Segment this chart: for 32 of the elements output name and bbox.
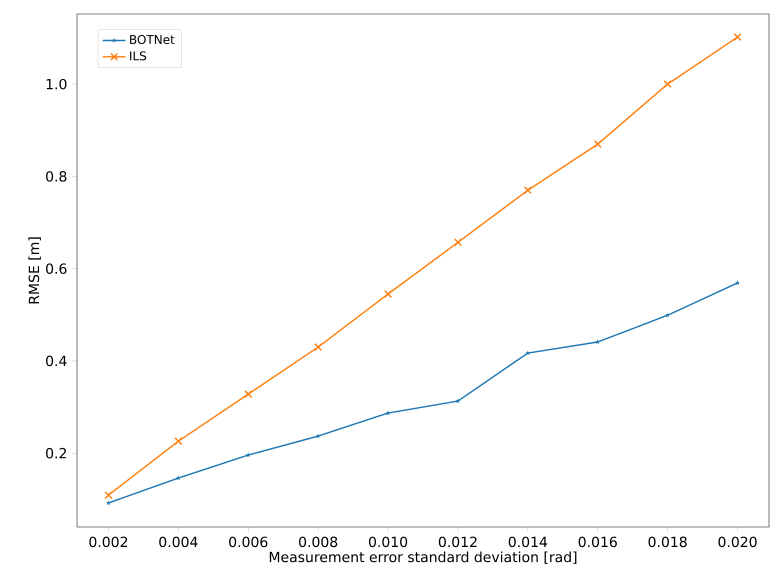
x-tick-label: 0.002 (89, 536, 128, 548)
point (734, 33, 742, 42)
point (454, 238, 462, 246)
x-tick-label: 0.016 (578, 536, 617, 548)
point (174, 437, 182, 446)
x-tick-label: 0.008 (299, 536, 338, 548)
y-axis-title: RMSE [m] (28, 237, 41, 304)
point (524, 186, 532, 194)
x-tick-label: 0.010 (368, 536, 408, 548)
x-tick-label: 0.014 (508, 536, 548, 548)
y-tick-label: 0.2 (46, 448, 66, 458)
legend-label: BOTNet (130, 34, 174, 44)
y-tick-label: 1.0 (46, 78, 66, 90)
x-tick-label: 0.018 (648, 536, 687, 548)
point (314, 343, 322, 352)
x-tick-label: 0.006 (229, 536, 268, 548)
y-tick-label: 0.8 (46, 171, 66, 182)
point (735, 280, 740, 286)
x-tick-label: 0.012 (438, 536, 477, 548)
y-tick-label: 0.4 (46, 356, 67, 366)
point (244, 390, 252, 398)
point (594, 140, 602, 148)
legend-label: ILS (130, 51, 146, 60)
point (525, 350, 530, 356)
point (455, 398, 460, 404)
x-tick-label: 0.004 (159, 536, 198, 548)
point (104, 491, 112, 500)
point (664, 80, 672, 88)
x-axis-title: Measurement error standard deviation [rad] (270, 551, 576, 564)
point (384, 290, 392, 298)
x-tick-label: 0.020 (718, 536, 757, 548)
y-tick-label: 0.6 (46, 263, 67, 274)
